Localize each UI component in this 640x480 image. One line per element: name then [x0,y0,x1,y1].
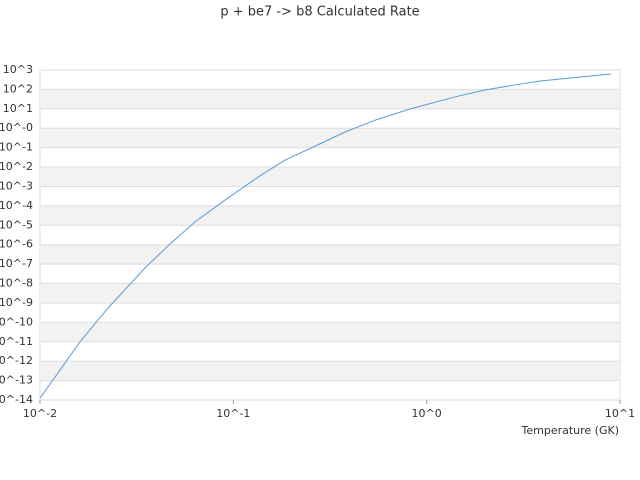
y-tick-label: 10^-8 [0,277,33,290]
y-tick-label: 10^-6 [0,238,33,251]
grid-band [40,244,620,265]
x-tick-label: 10^-1 [216,407,250,420]
y-tick-label: 10^-10 [0,315,33,328]
y-tick-label: 10^-14 [0,393,33,406]
x-tick-label: 10^1 [605,407,635,420]
y-tick-label: 10^-13 [0,374,33,387]
grid-band [40,167,620,187]
grid-band [40,283,620,303]
y-tick-label: 10^-3 [0,179,33,192]
chart-title: p + be7 -> b8 Calculated Rate [220,5,419,20]
grid-band [40,89,620,109]
x-axis-label: Temperature (GK) [521,424,620,437]
y-tick-label: 10^1 [3,102,33,115]
plot-area [39,69,621,401]
line [39,73,612,399]
y-tick-label: 10^-5 [0,218,33,231]
grid-band [40,322,620,342]
y-tick-label: 10^2 [3,82,33,95]
y-tick-label: 10^-7 [0,257,33,270]
grid-band [40,128,620,148]
x-tick-label: 10^-2 [23,407,57,420]
y-tick-label: 10^-0 [0,121,33,134]
x-tick-label: 10^0 [412,407,442,420]
y-tick-label: 10^-4 [0,199,33,212]
y-tick-label: 10^-11 [0,335,33,348]
y-tick-label: 10^-2 [0,160,33,173]
y-tick-label: 10^-12 [0,354,33,367]
y-tick-label: 10^-9 [0,296,33,309]
y-tick-label: 10^3 [3,63,33,76]
grid-band [40,205,620,226]
grid-band [40,361,620,381]
y-tick-label: 10^-1 [0,141,33,154]
